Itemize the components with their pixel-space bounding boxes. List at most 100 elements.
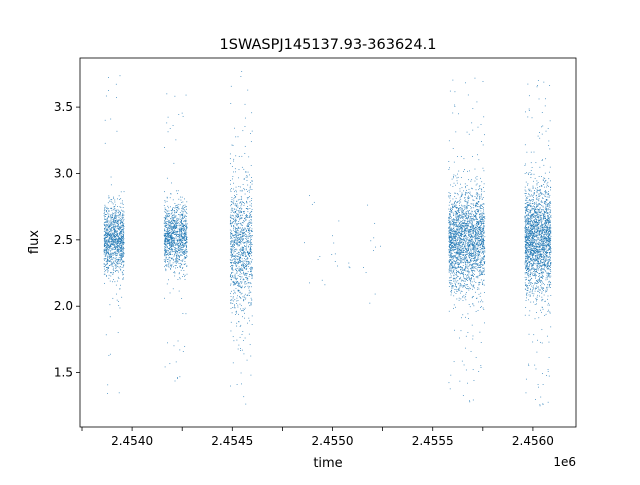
data-point xyxy=(449,197,451,199)
data-point xyxy=(479,237,480,239)
data-point xyxy=(179,241,181,242)
data-point xyxy=(185,238,187,240)
data-point xyxy=(458,201,460,203)
data-point xyxy=(107,257,108,259)
data-point xyxy=(448,230,450,232)
data-point xyxy=(118,220,120,221)
data-point xyxy=(119,240,121,242)
data-point xyxy=(232,201,234,203)
data-point xyxy=(247,184,249,186)
data-point xyxy=(114,281,116,283)
data-point xyxy=(110,224,111,226)
data-point xyxy=(181,210,183,212)
data-point xyxy=(338,220,340,222)
data-point xyxy=(176,230,178,232)
data-point xyxy=(480,227,481,229)
data-point xyxy=(230,254,232,256)
data-point xyxy=(169,223,171,225)
data-point xyxy=(247,171,249,173)
data-point xyxy=(119,254,121,256)
data-point xyxy=(164,228,166,230)
data-point xyxy=(169,241,171,243)
data-point xyxy=(183,270,185,271)
data-point xyxy=(118,245,120,247)
data-point xyxy=(104,235,106,236)
data-point xyxy=(166,239,168,241)
data-point xyxy=(116,130,118,132)
data-point xyxy=(474,180,476,182)
data-point xyxy=(240,262,242,264)
data-point xyxy=(173,214,175,215)
data-point xyxy=(172,237,174,239)
data-point xyxy=(240,227,241,229)
data-point xyxy=(167,205,169,207)
data-point xyxy=(168,219,170,221)
data-point xyxy=(111,233,113,234)
data-point xyxy=(120,242,121,244)
data-point xyxy=(116,223,118,224)
data-point xyxy=(465,265,467,267)
data-point xyxy=(247,206,248,207)
data-point xyxy=(168,213,170,215)
data-point xyxy=(250,283,252,285)
data-point xyxy=(117,263,119,265)
data-point xyxy=(455,255,456,257)
data-point xyxy=(112,237,114,239)
data-point xyxy=(456,248,458,249)
data-point xyxy=(477,247,479,249)
data-point xyxy=(471,237,473,239)
data-point xyxy=(474,243,475,244)
data-point xyxy=(456,238,458,240)
data-point xyxy=(479,228,481,230)
data-point xyxy=(238,155,240,157)
data-point xyxy=(164,219,166,220)
data-point xyxy=(475,263,477,265)
data-point xyxy=(173,255,175,257)
data-point xyxy=(171,238,173,240)
data-point xyxy=(454,291,455,293)
data-point xyxy=(451,270,452,272)
data-point xyxy=(234,195,235,196)
data-point xyxy=(167,234,169,236)
data-point xyxy=(237,255,239,257)
data-point xyxy=(482,81,484,82)
data-point xyxy=(469,267,471,269)
data-point xyxy=(183,220,185,222)
data-point xyxy=(184,225,186,226)
data-point xyxy=(465,257,467,258)
data-point xyxy=(108,231,110,233)
data-point xyxy=(230,262,231,263)
data-point xyxy=(249,229,251,231)
data-point xyxy=(179,228,181,230)
data-point xyxy=(164,229,165,231)
data-point xyxy=(230,187,232,189)
data-point xyxy=(240,267,242,269)
data-point xyxy=(240,277,242,279)
data-point xyxy=(121,259,123,261)
data-point xyxy=(239,190,241,192)
data-point xyxy=(164,253,166,255)
data-point xyxy=(455,253,457,255)
data-point xyxy=(172,236,173,238)
data-point xyxy=(241,197,243,199)
data-point xyxy=(231,255,232,257)
data-point xyxy=(455,263,457,264)
data-point xyxy=(459,236,461,238)
data-point xyxy=(468,212,469,214)
data-point xyxy=(244,307,246,309)
data-point xyxy=(448,252,450,254)
data-point xyxy=(163,240,165,242)
data-point xyxy=(164,246,166,248)
data-point xyxy=(164,212,166,214)
data-point xyxy=(229,216,231,218)
data-point xyxy=(170,268,172,270)
data-point xyxy=(181,239,183,241)
data-point xyxy=(479,269,481,271)
data-point xyxy=(179,238,180,240)
data-point xyxy=(178,224,180,226)
data-point xyxy=(461,235,463,237)
data-point xyxy=(167,252,169,254)
data-point xyxy=(247,261,249,263)
data-point xyxy=(245,259,247,261)
data-point xyxy=(248,230,250,231)
